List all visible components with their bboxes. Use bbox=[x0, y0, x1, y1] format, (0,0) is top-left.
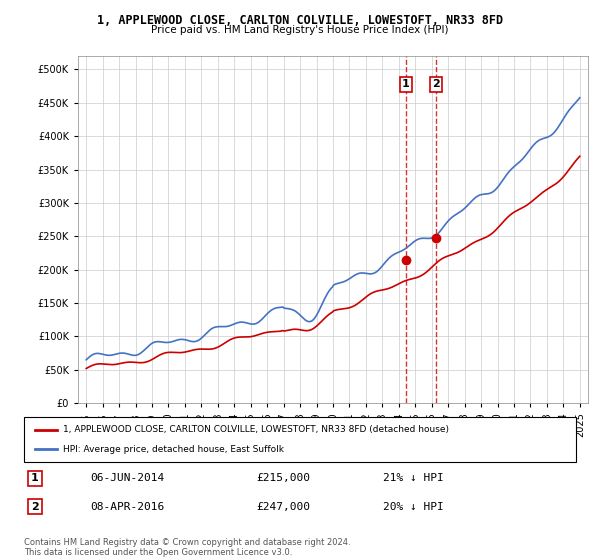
Text: 21% ↓ HPI: 21% ↓ HPI bbox=[383, 473, 443, 483]
Text: £247,000: £247,000 bbox=[256, 502, 310, 512]
Text: 1: 1 bbox=[402, 80, 410, 90]
Text: 08-APR-2016: 08-APR-2016 bbox=[90, 502, 164, 512]
Text: Price paid vs. HM Land Registry's House Price Index (HPI): Price paid vs. HM Land Registry's House … bbox=[151, 25, 449, 35]
Text: £215,000: £215,000 bbox=[256, 473, 310, 483]
Text: 1: 1 bbox=[31, 473, 39, 483]
Text: 1, APPLEWOOD CLOSE, CARLTON COLVILLE, LOWESTOFT, NR33 8FD (detached house): 1, APPLEWOOD CLOSE, CARLTON COLVILLE, LO… bbox=[62, 425, 449, 434]
FancyBboxPatch shape bbox=[24, 417, 576, 462]
Text: 2: 2 bbox=[432, 80, 440, 90]
Text: 20% ↓ HPI: 20% ↓ HPI bbox=[383, 502, 443, 512]
Text: 1, APPLEWOOD CLOSE, CARLTON COLVILLE, LOWESTOFT, NR33 8FD: 1, APPLEWOOD CLOSE, CARLTON COLVILLE, LO… bbox=[97, 14, 503, 27]
Text: 2: 2 bbox=[31, 502, 39, 512]
Text: HPI: Average price, detached house, East Suffolk: HPI: Average price, detached house, East… bbox=[62, 445, 284, 454]
Text: Contains HM Land Registry data © Crown copyright and database right 2024.
This d: Contains HM Land Registry data © Crown c… bbox=[24, 538, 350, 557]
Text: 06-JUN-2014: 06-JUN-2014 bbox=[90, 473, 164, 483]
